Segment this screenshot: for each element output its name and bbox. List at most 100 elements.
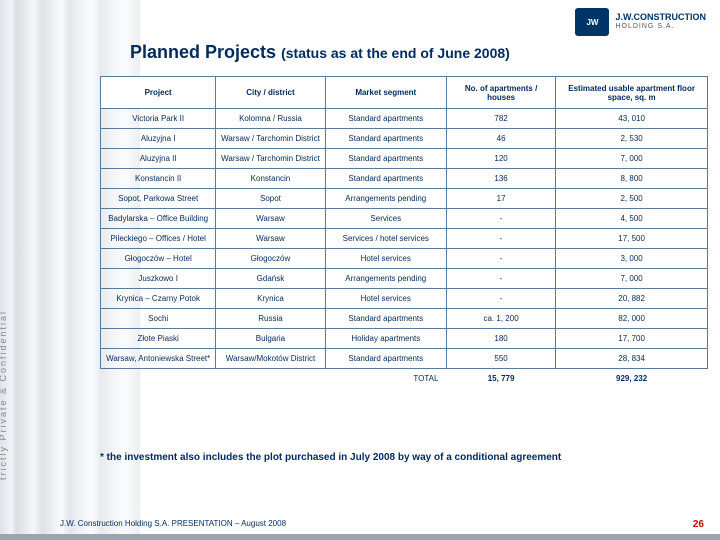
table-cell: 2, 500 <box>556 189 708 209</box>
table-row: Warsaw, Antoniewska Street*Warsaw/Mokotó… <box>101 349 708 369</box>
table-cell: Standard apartments <box>325 109 446 129</box>
table-row: Sopot, Parkowa StreetSopotArrangements p… <box>101 189 708 209</box>
table-cell: Warsaw, Antoniewska Street* <box>101 349 216 369</box>
table-cell: Standard apartments <box>325 169 446 189</box>
table-cell: 2, 530 <box>556 129 708 149</box>
table-cell: 17, 700 <box>556 329 708 349</box>
table-cell: Kolomna / Russia <box>216 109 325 129</box>
table-cell: Arrangements pending <box>325 189 446 209</box>
table-cell: Hotel services <box>325 249 446 269</box>
table-cell: Hotel services <box>325 289 446 309</box>
projects-table: ProjectCity / districtMarket segmentNo. … <box>100 76 708 389</box>
table-cell: Holiday apartments <box>325 329 446 349</box>
table-total-row: TOTAL15, 779929, 232 <box>101 369 708 389</box>
table-cell: Gdańsk <box>216 269 325 289</box>
table-header: No. of apartments / houses <box>446 77 555 109</box>
table-cell: Bulgaria <box>216 329 325 349</box>
table-cell: - <box>446 289 555 309</box>
footer-text: J.W. Construction Holding S.A. PRESENTAT… <box>60 519 286 528</box>
table-cell: 17, 500 <box>556 229 708 249</box>
table-cell: 120 <box>446 149 555 169</box>
table-cell: Warsaw / Tarchomin District <box>216 149 325 169</box>
table-cell: - <box>446 269 555 289</box>
table-cell: - <box>446 229 555 249</box>
table-cell: Warsaw / Tarchomin District <box>216 129 325 149</box>
table-cell: 4, 500 <box>556 209 708 229</box>
table-cell: Victoria Park II <box>101 109 216 129</box>
table-cell: Sopot <box>216 189 325 209</box>
projects-table-wrap: ProjectCity / districtMarket segmentNo. … <box>100 76 708 389</box>
slide-title: Planned Projects (status as at the end o… <box>130 42 510 63</box>
table-cell: 43, 010 <box>556 109 708 129</box>
table-cell: Standard apartments <box>325 309 446 329</box>
table-row: Konstancin IIKonstancinStandard apartmen… <box>101 169 708 189</box>
table-row: Victoria Park IIKolomna / RussiaStandard… <box>101 109 708 129</box>
page-number: 26 <box>693 519 704 530</box>
table-cell: Sochi <box>101 309 216 329</box>
table-cell-blank <box>101 369 326 389</box>
table-cell: Aluzyjna II <box>101 149 216 169</box>
total-apartments: 15, 779 <box>446 369 555 389</box>
table-cell: Standard apartments <box>325 349 446 369</box>
logo-line1: J.W.CONSTRUCTION <box>615 13 706 23</box>
table-cell: 136 <box>446 169 555 189</box>
total-label: TOTAL <box>325 369 446 389</box>
table-cell: Złote Piaski <box>101 329 216 349</box>
table-cell: Badylarska – Office Building <box>101 209 216 229</box>
table-cell: 3, 000 <box>556 249 708 269</box>
table-cell: 782 <box>446 109 555 129</box>
table-cell: 17 <box>446 189 555 209</box>
table-cell: 20, 882 <box>556 289 708 309</box>
table-cell: Głogoczów <box>216 249 325 269</box>
table-cell: Krynica – Czarny Potok <box>101 289 216 309</box>
table-cell: Standard apartments <box>325 149 446 169</box>
title-main: Planned Projects <box>130 42 276 62</box>
table-cell: - <box>446 249 555 269</box>
total-sqm: 929, 232 <box>556 369 708 389</box>
table-cell: Aluzyjna I <box>101 129 216 149</box>
table-row: Juszkowo IGdańskArrangements pending-7, … <box>101 269 708 289</box>
table-cell: Arrangements pending <box>325 269 446 289</box>
table-header: Project <box>101 77 216 109</box>
table-cell: Russia <box>216 309 325 329</box>
table-cell: Warsaw <box>216 209 325 229</box>
table-row: Pileckiego – Offices / HotelWarsawServic… <box>101 229 708 249</box>
table-cell: Konstancin II <box>101 169 216 189</box>
table-row: SochiRussiaStandard apartmentsca. 1, 200… <box>101 309 708 329</box>
table-cell: 180 <box>446 329 555 349</box>
table-row: Głogoczów – HotelGłogoczówHotel services… <box>101 249 708 269</box>
table-cell: Sopot, Parkowa Street <box>101 189 216 209</box>
title-sub: (status as at the end of June 2008) <box>281 45 510 61</box>
table-header: Market segment <box>325 77 446 109</box>
table-cell: ca. 1, 200 <box>446 309 555 329</box>
table-row: Badylarska – Office BuildingWarsawServic… <box>101 209 708 229</box>
table-cell: 82, 000 <box>556 309 708 329</box>
company-logo: JW J.W.CONSTRUCTION HOLDING S.A. <box>575 8 706 36</box>
logo-text: J.W.CONSTRUCTION HOLDING S.A. <box>615 13 706 31</box>
table-cell: - <box>446 209 555 229</box>
logo-icon: JW <box>575 8 609 36</box>
table-cell: Głogoczów – Hotel <box>101 249 216 269</box>
footnote: * the investment also includes the plot … <box>100 452 561 463</box>
table-cell: Services <box>325 209 446 229</box>
table-header: City / district <box>216 77 325 109</box>
bottom-bar <box>0 534 720 540</box>
table-cell: 550 <box>446 349 555 369</box>
table-row: Aluzyjna IIWarsaw / Tarchomin DistrictSt… <box>101 149 708 169</box>
table-cell: Standard apartments <box>325 129 446 149</box>
table-cell: Warsaw <box>216 229 325 249</box>
table-header: Estimated usable apartment floor space, … <box>556 77 708 109</box>
table-row: Złote PiaskiBulgariaHoliday apartments18… <box>101 329 708 349</box>
table-cell: 46 <box>446 129 555 149</box>
table-cell: Konstancin <box>216 169 325 189</box>
table-row: Aluzyjna IWarsaw / Tarchomin DistrictSta… <box>101 129 708 149</box>
table-cell: Services / hotel services <box>325 229 446 249</box>
confidential-label: trictly Private & Confidential <box>0 310 8 480</box>
table-cell: 7, 000 <box>556 269 708 289</box>
table-cell: 28, 834 <box>556 349 708 369</box>
table-row: Krynica – Czarny PotokKrynicaHotel servi… <box>101 289 708 309</box>
table-cell: Krynica <box>216 289 325 309</box>
table-cell: 8, 800 <box>556 169 708 189</box>
table-cell: Pileckiego – Offices / Hotel <box>101 229 216 249</box>
logo-line2: HOLDING S.A. <box>615 23 706 31</box>
